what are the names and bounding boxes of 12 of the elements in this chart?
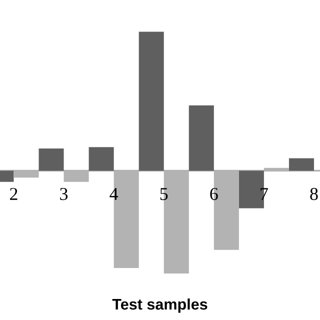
x-tick-label: 8 <box>310 188 318 200</box>
x-tick-label: 3 <box>60 188 68 200</box>
x-tick-label: 5 <box>160 188 168 200</box>
x-tick-label: 2 <box>10 188 18 200</box>
bar <box>288 158 314 171</box>
bar <box>88 147 114 171</box>
bar <box>138 32 164 171</box>
x-tick-label: 4 <box>110 188 118 200</box>
x-axis-title: Test samples <box>112 298 208 313</box>
bar <box>188 105 214 171</box>
bar <box>38 148 64 171</box>
x-tick-label: 6 <box>210 188 218 200</box>
